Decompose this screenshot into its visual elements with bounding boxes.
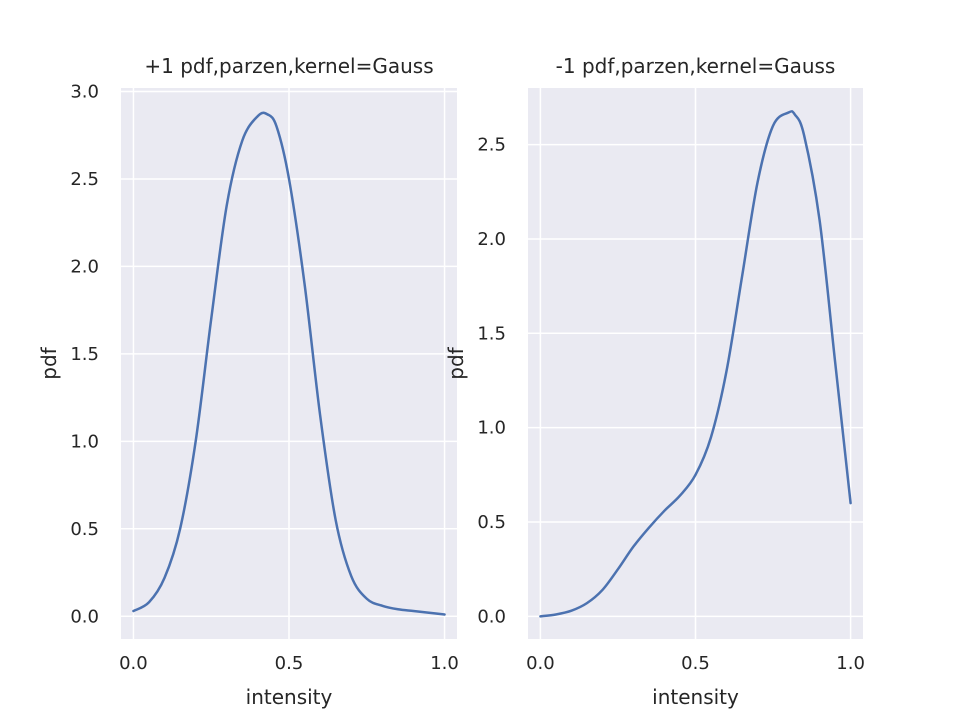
x-tick-label: 0.0 [526,653,555,674]
y-tick-label: 2.5 [477,135,506,156]
x-axis-label: intensity [246,685,333,709]
x-tick-label: 0.5 [275,653,304,674]
chart-title: -1 pdf,parzen,kernel=Gauss [556,54,836,78]
y-tick-label: 0.5 [70,519,99,540]
y-tick-label: 1.0 [477,418,506,439]
y-tick-label: 3.0 [70,81,99,102]
y-axis-label: pdf [444,346,468,379]
y-tick-label: 2.0 [477,229,506,250]
y-tick-label: 0.0 [477,606,506,627]
y-tick-label: 0.5 [477,512,506,533]
y-tick-label: 1.5 [70,344,99,365]
x-axis-label: intensity [652,685,739,709]
x-tick-label: 0.5 [681,653,710,674]
chart-title: +1 pdf,parzen,kernel=Gauss [144,54,433,78]
y-axis-label: pdf [37,346,61,379]
y-tick-label: 0.0 [70,606,99,627]
y-tick-label: 2.0 [70,256,99,277]
x-tick-label: 1.0 [836,653,865,674]
series-line [539,110,852,618]
x-tick-label: 0.0 [119,653,148,674]
series-line [132,111,446,616]
y-tick-label: 1.5 [477,323,506,344]
chart-left: 0.0 0.5 1.0 0.0 0.5 1.0 1.5 2.0 2.5 3.0 +1 pdf,par… [37,54,459,709]
y-tick-label: 2.5 [70,169,99,190]
chart-right: 0.0 0.5 1.0 0.0 0.5 1.0 1.5 2.0 2.5 -1 pdf,parzen… [444,54,865,709]
y-tick-label: 1.0 [70,431,99,452]
x-tick-label: 1.0 [430,653,459,674]
